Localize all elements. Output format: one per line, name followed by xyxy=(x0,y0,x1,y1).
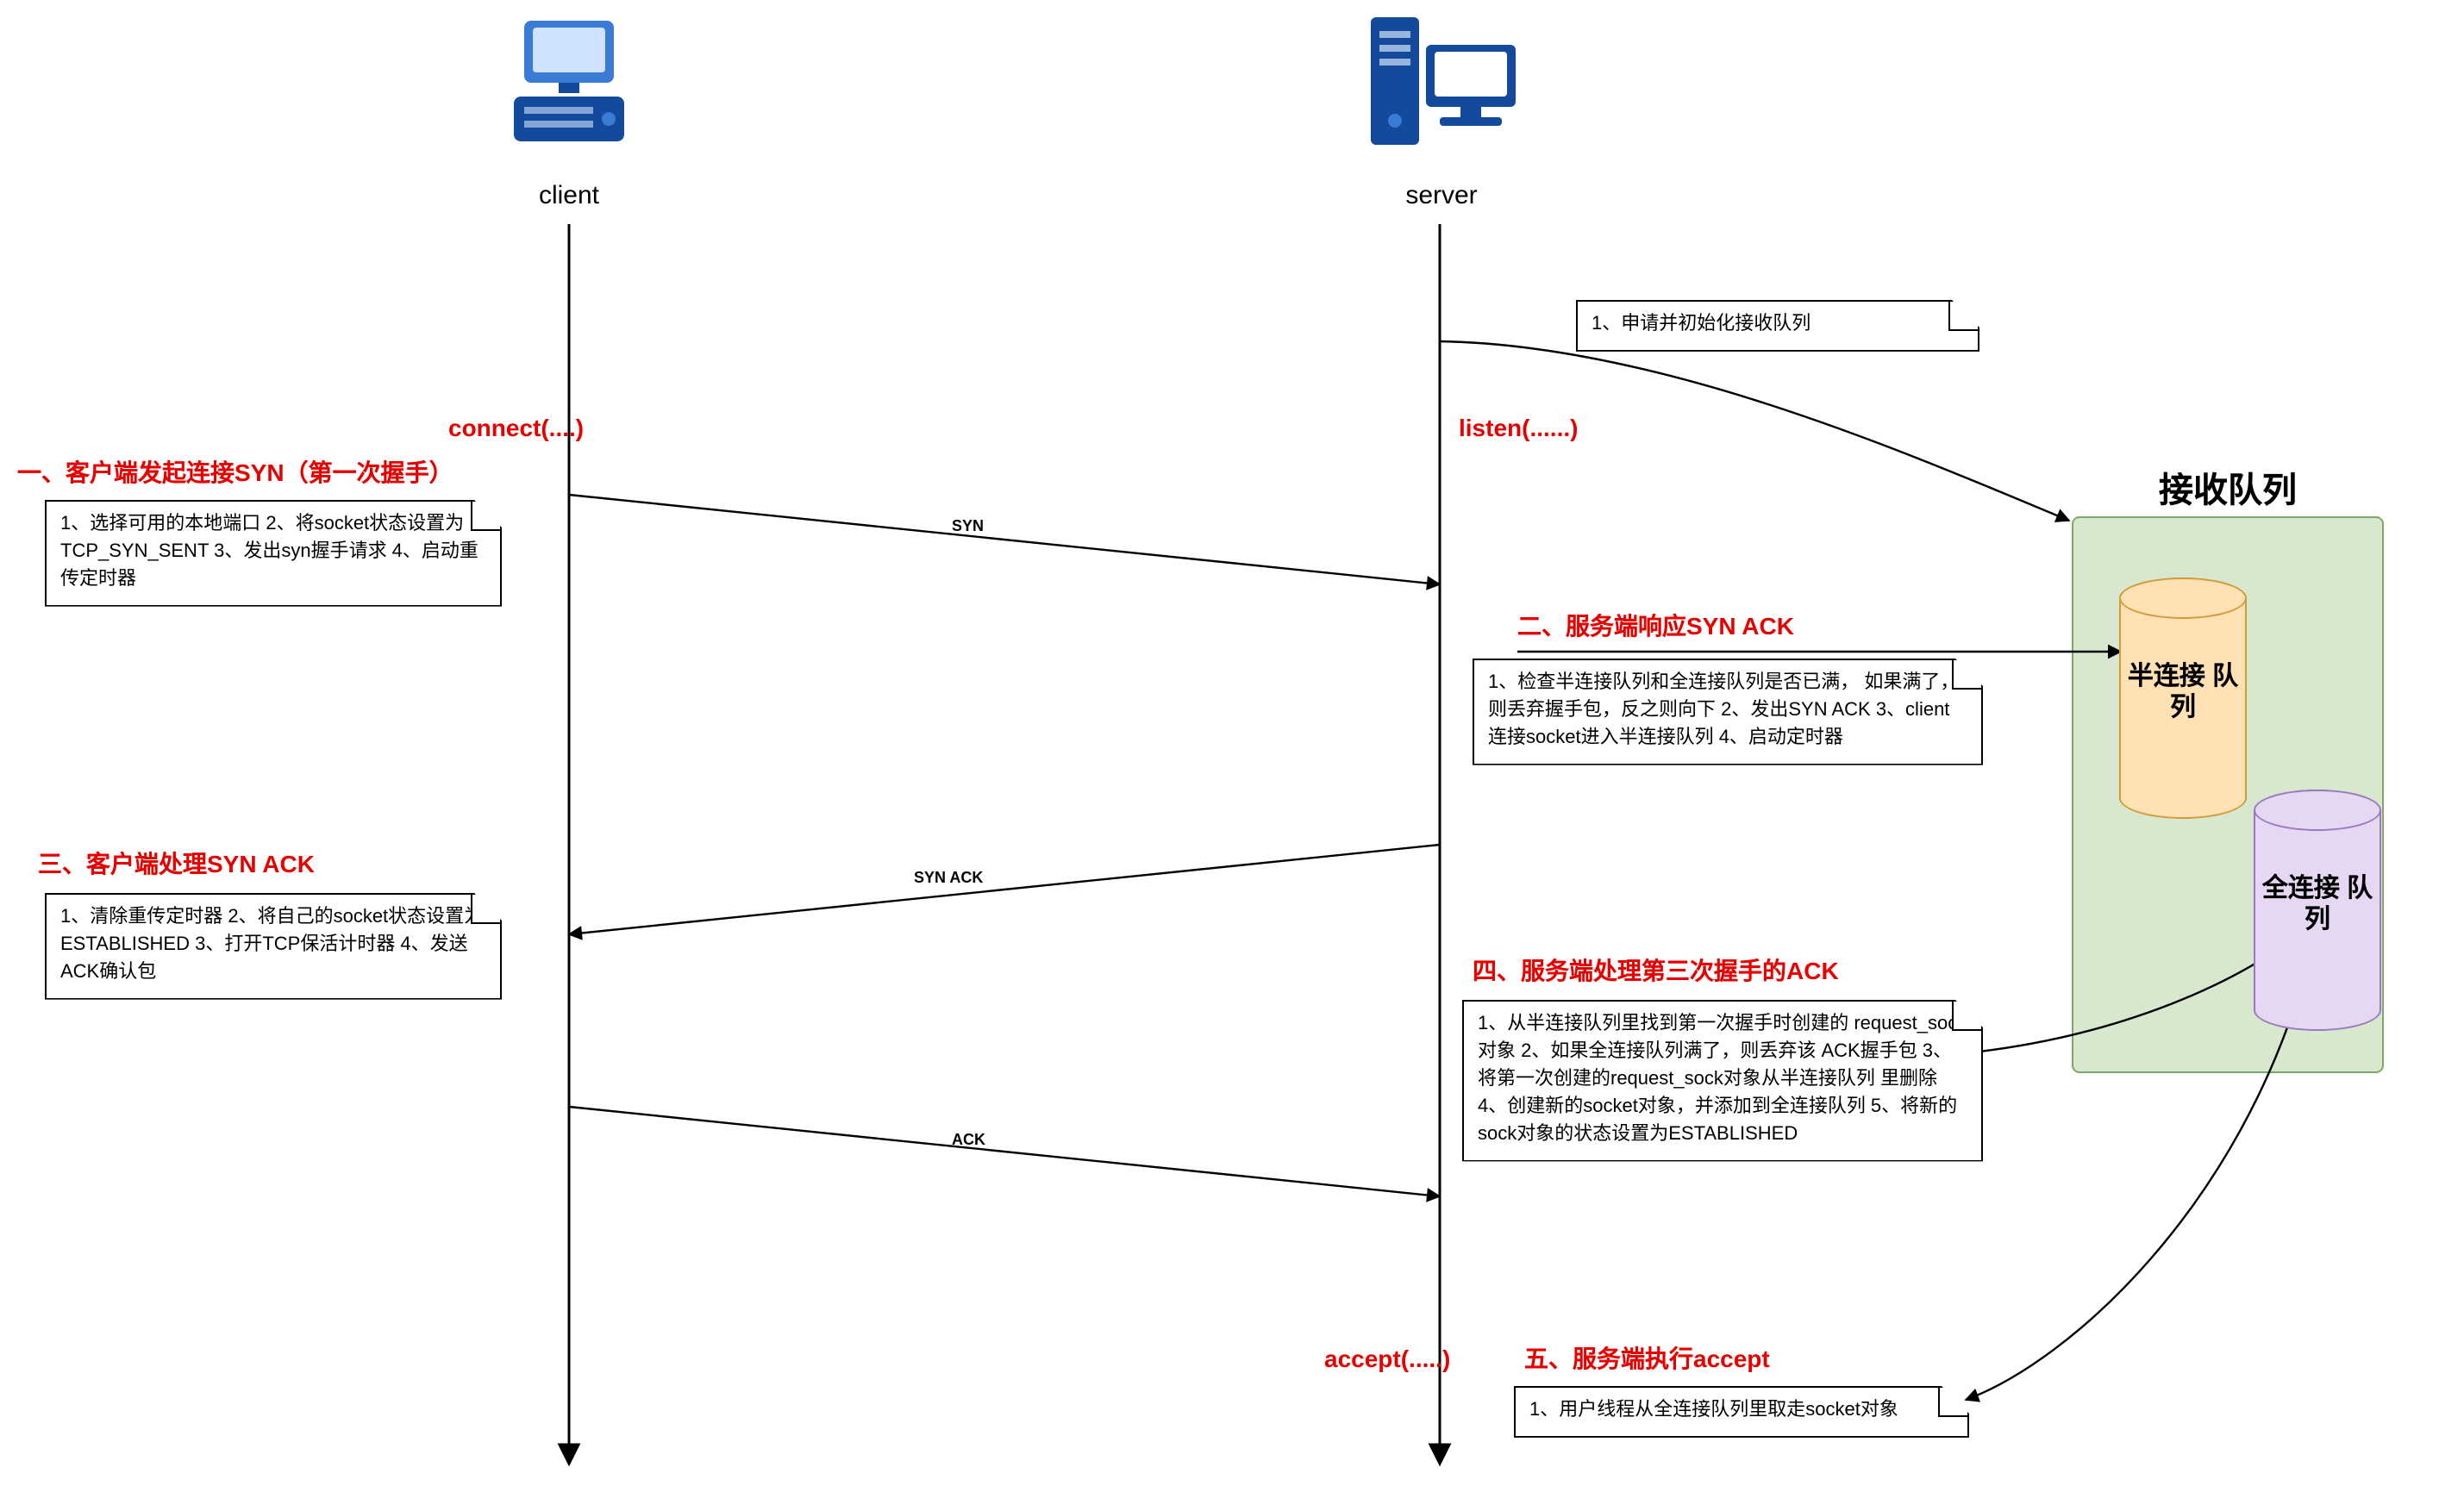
server-label: server xyxy=(1390,179,1493,215)
arrow-accept-from-full xyxy=(1966,965,2307,1400)
call-listen: listen(......) xyxy=(1459,412,1578,445)
full-queue-label: 全连接 队列 xyxy=(2255,874,2380,936)
client-label: client xyxy=(517,179,621,215)
note-server-synack: 1、检查半连接队列和全连接队列是否已满， 如果满了，则丢弃握手包，反之则向下 2… xyxy=(1473,659,1983,765)
heading-5: 五、服务端执行accept xyxy=(1524,1343,1770,1376)
arrow-ack xyxy=(569,1107,1440,1196)
note-client-syn: 1、选择可用的本地端口 2、将socket状态设置为TCP_SYN_SENT 3… xyxy=(45,500,502,607)
arrow-ack-label: ACK xyxy=(952,1129,985,1150)
heading-3: 三、客户端处理SYN ACK xyxy=(38,848,315,881)
queue-title: 接收队列 xyxy=(2114,469,2342,515)
arrow-synack xyxy=(569,845,1440,934)
arrow-synack-label: SYN ACK xyxy=(914,867,983,888)
heading-1: 一、客户端发起连接SYN（第一次握手） xyxy=(17,457,453,490)
half-queue-cylinder: 半连接 队列 xyxy=(2119,578,2247,819)
heading-4: 四、服务端处理第三次握手的ACK xyxy=(1473,955,1839,988)
full-queue-cylinder: 全连接 队列 xyxy=(2254,790,2381,1031)
call-accept: accept(.....) xyxy=(1324,1343,1450,1376)
heading-2: 二、服务端响应SYN ACK xyxy=(1517,610,1794,643)
note-init-queue: 1、申请并初始化接收队列 xyxy=(1576,300,1979,352)
half-queue-label: 半连接 队列 xyxy=(2121,662,2245,724)
server-icon xyxy=(1371,17,1516,145)
note-server-accept: 1、用户线程从全连接队列里取走socket对象 xyxy=(1514,1386,1969,1438)
note-client-ack: 1、清除重传定时器 2、将自己的socket状态设置为ESTABLISHED 3… xyxy=(45,893,502,1000)
arrow-syn xyxy=(569,495,1440,584)
client-icon xyxy=(514,21,624,141)
note-server-ack: 1、从半连接队列里找到第一次握手时创建的 request_sock对象 2、如果… xyxy=(1462,1000,1983,1161)
diagram-svg xyxy=(0,0,2464,1486)
call-connect: connect(....) xyxy=(448,412,584,445)
arrow-syn-label: SYN xyxy=(952,515,984,536)
